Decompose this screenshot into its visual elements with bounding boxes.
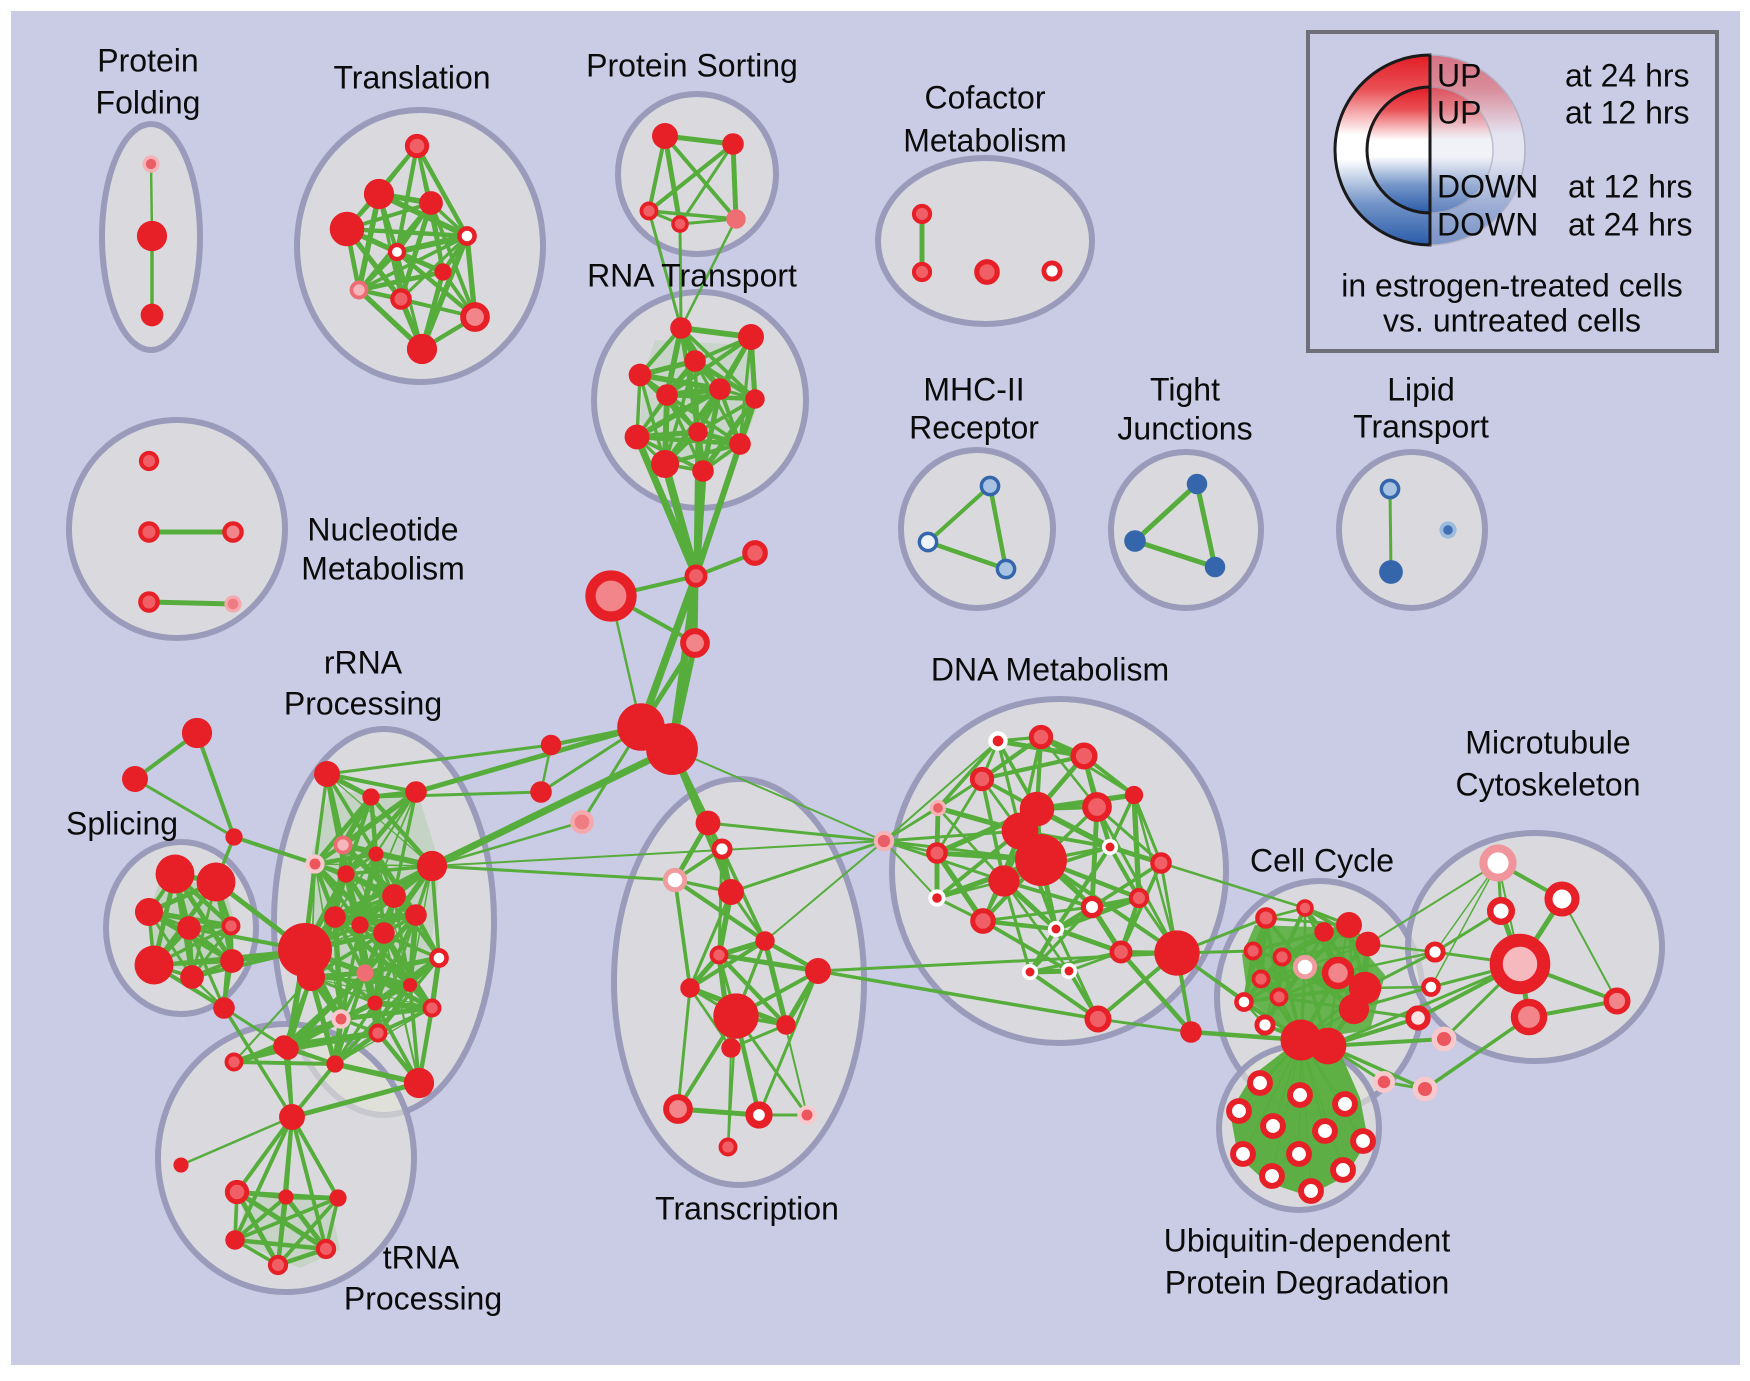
svg-text:Cytoskeleton: Cytoskeleton xyxy=(1456,766,1641,802)
svg-text:Metabolism: Metabolism xyxy=(903,122,1067,158)
svg-text:UP: UP xyxy=(1437,57,1481,93)
svg-text:RNA Transport: RNA Transport xyxy=(587,257,797,293)
svg-text:Transcription: Transcription xyxy=(655,1190,839,1226)
svg-text:Receptor: Receptor xyxy=(909,409,1039,445)
svg-text:Cell Cycle: Cell Cycle xyxy=(1250,842,1394,878)
svg-text:Protein: Protein xyxy=(97,42,198,78)
svg-text:at 24 hrs: at 24 hrs xyxy=(1568,206,1693,242)
svg-text:in estrogen-treated cells: in estrogen-treated cells xyxy=(1341,267,1683,303)
svg-text:vs. untreated cells: vs. untreated cells xyxy=(1383,302,1641,338)
svg-text:tRNA: tRNA xyxy=(383,1239,460,1275)
svg-text:Processing: Processing xyxy=(344,1280,502,1316)
svg-text:Cofactor: Cofactor xyxy=(925,79,1046,115)
svg-text:Ubiquitin-dependent: Ubiquitin-dependent xyxy=(1164,1222,1451,1258)
svg-text:Nucleotide: Nucleotide xyxy=(307,511,458,547)
svg-text:Transport: Transport xyxy=(1353,408,1489,444)
svg-text:Junctions: Junctions xyxy=(1117,410,1252,446)
svg-text:Metabolism: Metabolism xyxy=(301,550,465,586)
svg-text:DNA Metabolism: DNA Metabolism xyxy=(931,651,1169,687)
svg-text:Microtubule: Microtubule xyxy=(1465,724,1630,760)
svg-text:Tight: Tight xyxy=(1150,371,1220,407)
svg-text:UP: UP xyxy=(1437,94,1481,130)
svg-text:MHC-II: MHC-II xyxy=(923,371,1024,407)
svg-text:Protein Sorting: Protein Sorting xyxy=(586,47,798,83)
svg-text:rRNA: rRNA xyxy=(324,644,403,680)
svg-text:Lipid: Lipid xyxy=(1387,371,1455,407)
svg-text:at 24 hrs: at 24 hrs xyxy=(1565,57,1690,93)
svg-text:at 12 hrs: at 12 hrs xyxy=(1568,168,1693,204)
svg-text:DOWN: DOWN xyxy=(1437,168,1538,204)
svg-text:DOWN: DOWN xyxy=(1437,206,1538,242)
svg-text:Processing: Processing xyxy=(284,685,442,721)
svg-text:Translation: Translation xyxy=(333,59,490,95)
svg-text:Splicing: Splicing xyxy=(66,805,178,841)
svg-text:Folding: Folding xyxy=(96,84,201,120)
svg-text:at 12 hrs: at 12 hrs xyxy=(1565,94,1690,130)
svg-text:Protein Degradation: Protein Degradation xyxy=(1165,1264,1450,1300)
